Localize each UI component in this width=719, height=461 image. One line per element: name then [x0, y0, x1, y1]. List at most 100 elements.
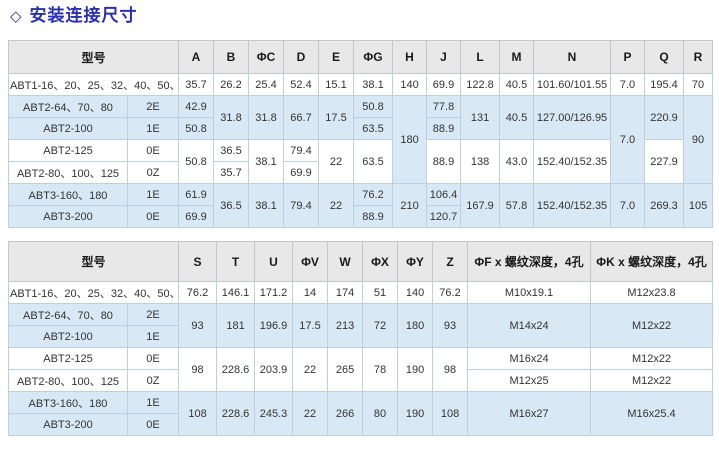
column-header: D — [283, 40, 320, 74]
model-cell: ABT1-16、20、25、32、40、50、64 — [7, 73, 180, 96]
value-cell: 167.9 — [460, 183, 501, 228]
value-cell: 66.7 — [283, 95, 320, 140]
value-cell: 40.5 — [499, 73, 535, 96]
value-cell: 180 — [392, 95, 428, 184]
value-cell: 69.9 — [178, 205, 215, 228]
value-cell: 70 — [683, 73, 714, 96]
value-cell: 17.5 — [292, 303, 329, 348]
value-cell: 98 — [432, 347, 469, 392]
model-cell: ABT2-125 — [8, 347, 128, 370]
value-cell: 57.8 — [499, 183, 535, 228]
table-row: ABT3-200 0E 69.9 88.9 120.7 — [8, 205, 713, 228]
value-cell: 88.9 — [426, 117, 462, 140]
type-code-cell: 2E — [126, 303, 180, 326]
value-cell: 174 — [327, 281, 364, 304]
value-cell: 22 — [292, 391, 329, 436]
value-cell: M12x23.8 — [590, 281, 714, 304]
value-cell: 51 — [362, 281, 399, 304]
column-header: ΦF x 螺纹深度，4孔 — [467, 241, 592, 282]
value-cell: 7.0 — [610, 95, 646, 184]
value-cell: 52.4 — [283, 73, 320, 96]
model-cell: ABT2-64、70、80 — [8, 303, 128, 326]
table-row: ABT3-160、180 1E 108 228.6 245.3 22 266 80 190 108… — [8, 391, 714, 436]
column-header: ΦV — [292, 241, 329, 282]
value-cell: 26.2 — [213, 73, 250, 96]
model-cell: ABT2-100 — [8, 117, 128, 140]
type-code-cell: 0Z — [126, 369, 180, 392]
model-cell: ABT2-125 — [8, 139, 128, 162]
model-cell: ABT3-200 — [8, 413, 128, 436]
column-header: Q — [644, 40, 685, 74]
table-row: ABT2-125 0E 98 228.6 203.9 22 265 78 190 98 M16x24… — [8, 347, 714, 392]
value-cell: 140 — [392, 73, 428, 96]
value-cell: 98 — [178, 347, 218, 392]
value-cell: 80 — [362, 391, 399, 436]
value-cell: 190 — [397, 347, 434, 392]
value-cell: 63.5 — [353, 139, 394, 184]
value-cell: 35.7 — [178, 73, 215, 96]
value-cell: 7.0 — [610, 73, 646, 96]
value-cell: 15.1 — [318, 73, 355, 96]
value-cell: M12x22 — [590, 347, 714, 370]
column-header: ΦK x 螺纹深度，4孔 — [590, 241, 714, 282]
column-header: U — [254, 241, 294, 282]
column-header: H — [392, 40, 428, 74]
type-code-cell: 1E — [126, 117, 180, 140]
type-code-cell: 1E — [126, 391, 180, 414]
value-cell: 195.4 — [644, 73, 685, 96]
value-cell: 105 — [683, 183, 714, 228]
type-code-cell: 0E — [126, 347, 180, 370]
value-cell: 90 — [683, 95, 714, 184]
type-code-cell: 0E — [126, 139, 180, 162]
value-cell: 108 — [178, 391, 218, 436]
model-cell: ABT3-160、180 — [8, 391, 128, 414]
value-cell: 152.40/152.35 — [533, 183, 612, 228]
value-cell: 127.00/126.95 — [533, 95, 612, 140]
value-cell: 190 — [397, 391, 434, 436]
table-row: ABT3-200 0E — [8, 413, 713, 436]
value-cell: 213 — [327, 303, 364, 348]
value-cell: M16x25.4 — [590, 391, 714, 436]
table-row: ABT2-100 1E — [8, 325, 713, 348]
value-cell: 72 — [362, 303, 399, 348]
value-cell: 31.8 — [248, 95, 285, 140]
type-code-cell: 1E — [126, 325, 180, 348]
value-cell: 22 — [318, 139, 355, 184]
column-header: 型号 — [7, 241, 180, 282]
value-cell: 22 — [318, 183, 355, 228]
table-row: ABT1-16、20、25、32、40、50、64 35.7 26.2 25.4 52.… — [7, 73, 714, 96]
table-row: ABT3-160、180 1E 61.9 36.5 38.1 79.4 22 76.2 210 1… — [8, 183, 714, 228]
model-cell: ABT3-160、180 — [8, 183, 128, 206]
value-cell: 22 — [292, 347, 329, 392]
value-cell: 146.1 — [216, 281, 256, 304]
value-cell: 210 — [392, 183, 428, 228]
value-cell: 50.8 — [178, 117, 215, 140]
value-cell: 171.2 — [254, 281, 294, 304]
value-cell: 180 — [397, 303, 434, 348]
value-cell: 25.4 — [248, 73, 285, 96]
value-cell: 93 — [432, 303, 469, 348]
diamond-icon: ◇ — [10, 8, 23, 25]
value-cell: 245.3 — [254, 391, 294, 436]
column-header: L — [460, 40, 501, 74]
value-cell: 227.9 — [644, 139, 685, 184]
value-cell: 196.9 — [254, 303, 294, 348]
column-header: S — [178, 241, 218, 282]
value-cell: 203.9 — [254, 347, 294, 392]
value-cell: 14 — [292, 281, 329, 304]
model-cell: ABT2-100 — [8, 325, 128, 348]
value-cell: M12x22 — [590, 303, 714, 348]
value-cell: 42.9 — [178, 95, 215, 118]
model-cell: ABT2-64、70、80 — [8, 95, 128, 118]
value-cell: 138 — [460, 139, 501, 184]
value-cell: 50.8 — [178, 139, 215, 184]
value-cell: 228.6 — [216, 347, 256, 392]
value-cell: 79.4 — [283, 183, 320, 228]
value-cell: 69.9 — [426, 73, 462, 96]
value-cell: 76.2 — [178, 281, 218, 304]
model-cell: ABT2-80、100、125 — [8, 161, 128, 184]
column-header: ΦX — [362, 241, 399, 282]
column-header: Z — [432, 241, 469, 282]
value-cell: 38.1 — [248, 183, 285, 228]
